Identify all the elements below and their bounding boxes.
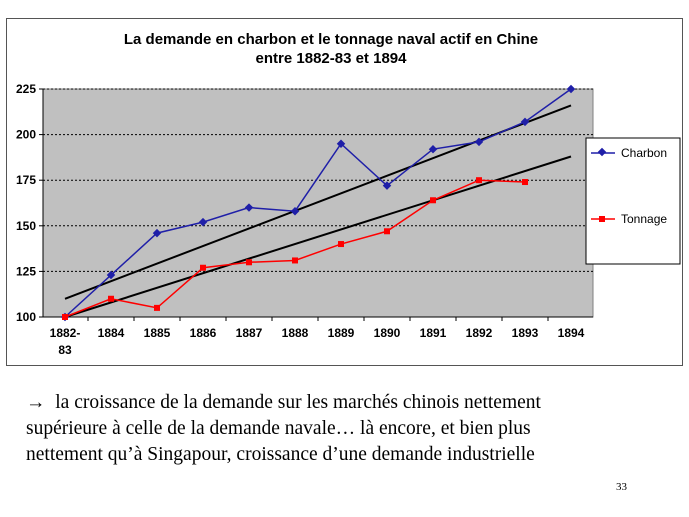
point-tonnage-6 bbox=[338, 241, 344, 248]
x-tick-label-0: 1882- bbox=[50, 326, 81, 340]
caption: → la croissance de la demande sur les ma… bbox=[26, 390, 666, 468]
x-tick-label-9: 1892 bbox=[466, 326, 493, 340]
x-tick-label-0-cont: 83 bbox=[58, 343, 72, 357]
caption-line-3: nettement qu’à Singapour, croissance d’u… bbox=[26, 444, 535, 465]
legend-label-charbon: Charbon bbox=[621, 146, 667, 160]
series-lines bbox=[60, 84, 576, 322]
chart-title-line-2: entre 1882-83 et 1894 bbox=[256, 50, 408, 67]
point-charbon-6 bbox=[336, 139, 346, 148]
y-tick-label-150: 150 bbox=[16, 219, 36, 233]
point-charbon-7 bbox=[382, 181, 392, 190]
caption-line-1: → la croissance de la demande sur les ma… bbox=[26, 390, 666, 416]
legend-box bbox=[585, 137, 681, 265]
x-tick-label-2: 1885 bbox=[144, 326, 171, 340]
point-tonnage-9 bbox=[476, 177, 482, 184]
chart-frame: La demande en charbon et le tonnage nava… bbox=[6, 18, 683, 366]
page-number: 33 bbox=[616, 481, 627, 493]
legend-label-tonnage: Tonnage bbox=[621, 212, 667, 226]
x-tick-label-11: 1894 bbox=[558, 326, 585, 340]
y-tick-label-200: 200 bbox=[16, 128, 36, 142]
legend-marker-tonnage bbox=[599, 216, 605, 222]
point-tonnage-1 bbox=[108, 295, 114, 302]
x-tick-label-4: 1887 bbox=[236, 326, 263, 340]
point-charbon-3 bbox=[198, 217, 208, 227]
caption-arrow: → bbox=[26, 392, 46, 413]
caption-text-1: la croissance de la demande sur les marc… bbox=[55, 392, 541, 413]
x-tick-label-1: 1884 bbox=[98, 326, 125, 340]
point-tonnage-4 bbox=[246, 259, 252, 266]
x-tick-label-5: 1888 bbox=[282, 326, 309, 340]
trendline-tonnage bbox=[64, 155, 572, 318]
point-charbon-5 bbox=[290, 206, 300, 216]
point-tonnage-2 bbox=[154, 304, 160, 311]
point-tonnage-7 bbox=[384, 228, 390, 235]
x-tick-label-7: 1890 bbox=[374, 326, 401, 340]
y-tick-label-125: 125 bbox=[16, 264, 36, 278]
y-tick-label-175: 175 bbox=[16, 173, 36, 187]
point-tonnage-8 bbox=[430, 197, 436, 204]
point-tonnage-10 bbox=[522, 179, 528, 186]
point-tonnage-0 bbox=[62, 314, 68, 320]
point-charbon-8 bbox=[428, 144, 438, 154]
chart-title-line-1: La demande en charbon et le tonnage nava… bbox=[124, 31, 538, 48]
caption-line-2: supérieure à celle de la demande navale…… bbox=[26, 418, 531, 439]
chart: La demande en charbon et le tonnage nava… bbox=[16, 31, 681, 357]
trendline-charbon bbox=[64, 104, 572, 300]
point-tonnage-3 bbox=[200, 264, 206, 271]
axes: 100 125 150 175 200 225 1882- 83 1884 1885 1886 188… bbox=[16, 82, 593, 357]
x-tick-label-6: 1889 bbox=[328, 326, 355, 340]
point-charbon-4 bbox=[244, 203, 254, 212]
series-line-charbon bbox=[64, 88, 572, 318]
x-tick-label-8: 1891 bbox=[420, 326, 447, 340]
point-tonnage-5 bbox=[292, 257, 298, 264]
point-charbon-1 bbox=[106, 270, 116, 280]
x-tick-label-3: 1886 bbox=[190, 326, 217, 340]
x-tick-label-10: 1893 bbox=[512, 326, 539, 340]
y-tick-label-100: 100 bbox=[16, 310, 36, 324]
trendlines bbox=[64, 104, 572, 318]
point-charbon-2 bbox=[152, 228, 162, 238]
legend: Charbon Tonnage bbox=[585, 137, 681, 265]
y-tick-label-225: 225 bbox=[16, 82, 36, 96]
